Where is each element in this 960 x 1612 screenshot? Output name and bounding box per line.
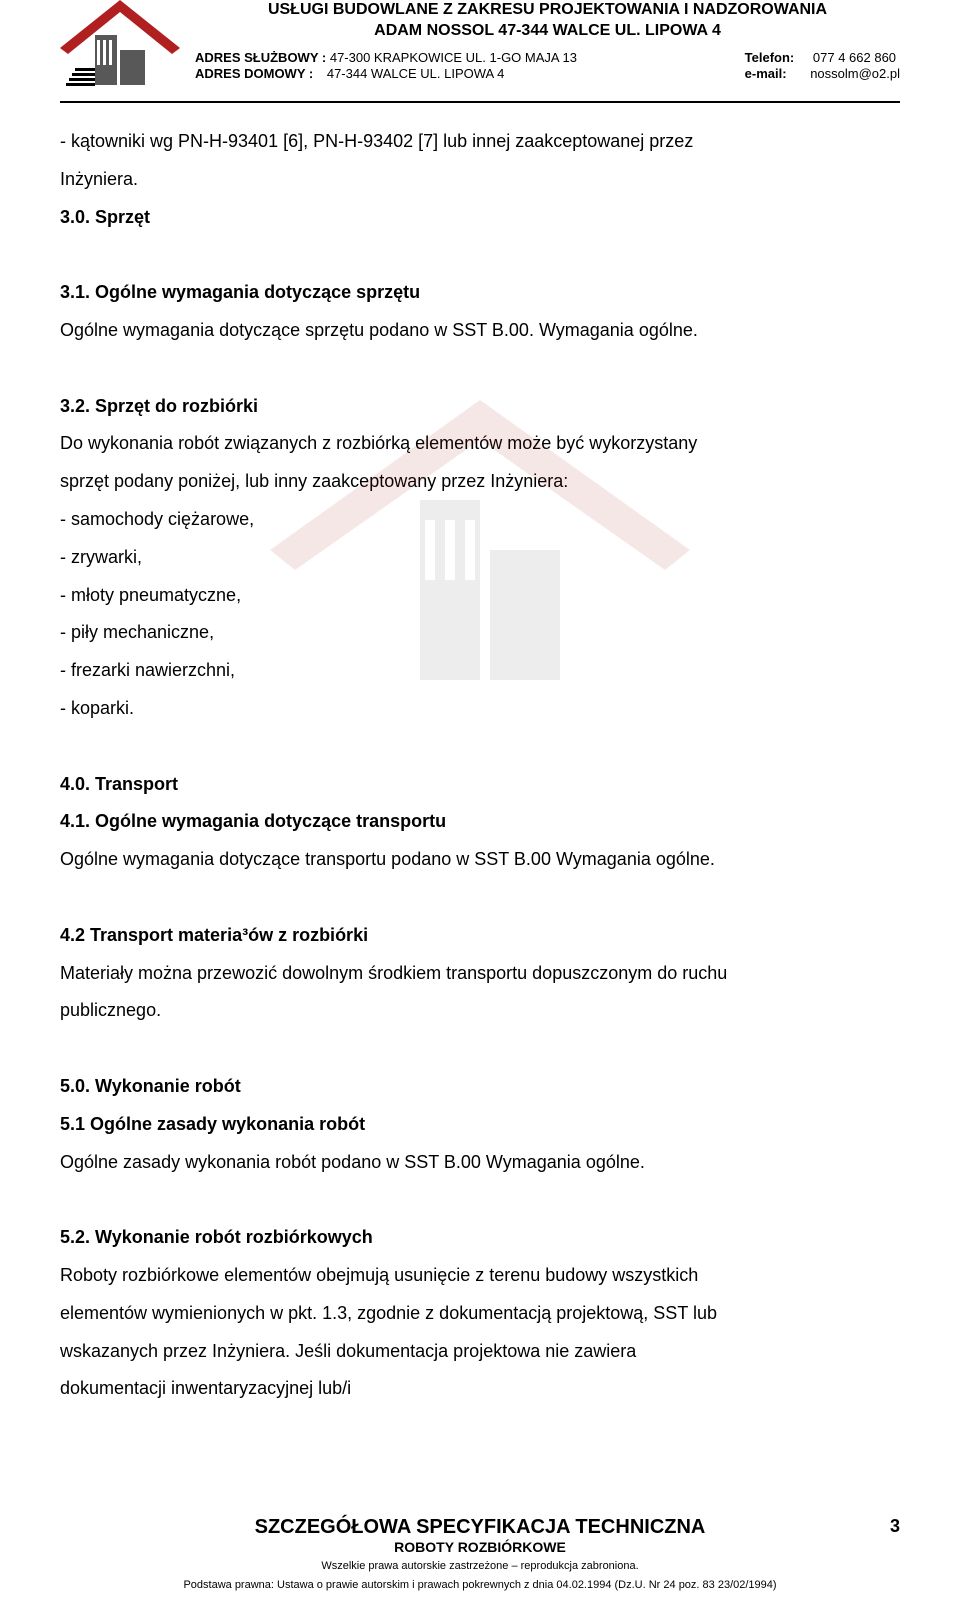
text-line: wskazanych przez Inżyniera. Jeśli dokume…: [60, 1333, 900, 1371]
email-value: nossolm@o2.pl: [810, 66, 900, 81]
office-address: 47-300 KRAPKOWICE UL. 1-GO MAJA 13: [330, 50, 577, 65]
section-heading: 3.1. Ogólne wymagania dotyczące sprzętu: [60, 274, 900, 312]
text-line: Do wykonania robót związanych z rozbiórk…: [60, 425, 900, 463]
footer-legal-line2: Podstawa prawna: Ustawa o prawie autorsk…: [0, 1578, 960, 1592]
telephone-label: Telefon:: [745, 50, 795, 65]
footer-subtitle: ROBOTY ROZBIÓRKOWE: [0, 1539, 960, 1555]
text-line: elementów wymienionych w pkt. 1.3, zgodn…: [60, 1295, 900, 1333]
list-item: - samochody ciężarowe,: [60, 501, 900, 539]
text-line: Roboty rozbiórkowe elementów obejmują us…: [60, 1257, 900, 1295]
section-heading: 4.2 Transport materia³ów z rozbiórki: [60, 917, 900, 955]
header: USŁUGI BUDOWLANE Z ZAKRESU PROJEKTOWANIA…: [60, 0, 900, 103]
text-line: Ogólne wymagania dotyczące sprzętu podan…: [60, 312, 900, 350]
text-line: Materiały można przewozić dowolnym środk…: [60, 955, 900, 993]
header-text: USŁUGI BUDOWLANE Z ZAKRESU PROJEKTOWANIA…: [195, 0, 900, 83]
section-heading: 3.2. Sprzęt do rozbiórki: [60, 388, 900, 426]
text-line: sprzęt podany poniżej, lub inny zaakcept…: [60, 463, 900, 501]
section-heading: 4.1. Ogólne wymagania dotyczące transpor…: [60, 803, 900, 841]
home-address: 47-344 WALCE UL. LIPOWA 4: [327, 66, 505, 81]
telephone-value: 077 4 662 860: [813, 50, 896, 65]
office-address-label: ADRES SŁUŻBOWY :: [195, 50, 326, 65]
section-heading: 5.2. Wykonanie robót rozbiórkowych: [60, 1219, 900, 1257]
section-heading: 3.0. Sprzęt: [60, 199, 900, 237]
document-body: - kątowniki wg PN-H-93401 [6], PN-H-9340…: [60, 123, 900, 1408]
section-heading: 4.0. Transport: [60, 766, 900, 804]
list-item: - frezarki nawierzchni,: [60, 652, 900, 690]
text-line: Inżyniera.: [60, 161, 900, 199]
text-line: - kątowniki wg PN-H-93401 [6], PN-H-9340…: [60, 123, 900, 161]
company-name-line2: ADAM NOSSOL 47-344 WALCE UL. LIPOWA 4: [195, 21, 900, 42]
email-label: e-mail:: [745, 66, 787, 81]
footer: SZCZEGÓŁOWA SPECYFIKACJA TECHNICZNA ROBO…: [0, 1516, 960, 1592]
text-line: Ogólne wymagania dotyczące transportu po…: [60, 841, 900, 879]
footer-title: SZCZEGÓŁOWA SPECYFIKACJA TECHNICZNA: [0, 1516, 960, 1539]
footer-legal-line1: Wszelkie prawa autorskie zastrzeżone – r…: [0, 1559, 960, 1573]
list-item: - koparki.: [60, 690, 900, 728]
address-block: ADRES SŁUŻBOWY : 47-300 KRAPKOWICE UL. 1…: [195, 50, 900, 84]
text-line: dokumentacji inwentaryzacyjnej lub/i: [60, 1370, 900, 1408]
section-heading: 5.0. Wykonanie robót: [60, 1068, 900, 1106]
list-item: - zrywarki,: [60, 539, 900, 577]
list-item: - młoty pneumatyczne,: [60, 577, 900, 615]
text-line: Ogólne zasady wykonania robót podano w S…: [60, 1144, 900, 1182]
text-line: publicznego.: [60, 992, 900, 1030]
address-left: ADRES SŁUŻBOWY : 47-300 KRAPKOWICE UL. 1…: [195, 50, 745, 84]
company-logo-icon: [60, 0, 180, 95]
section-heading: 5.1 Ogólne zasady wykonania robót: [60, 1106, 900, 1144]
company-name-line1: USŁUGI BUDOWLANE Z ZAKRESU PROJEKTOWANIA…: [195, 0, 900, 21]
list-item: - piły mechaniczne,: [60, 614, 900, 652]
contact-right: Telefon: 077 4 662 860 e-mail: nossolm@o…: [745, 50, 900, 84]
page: USŁUGI BUDOWLANE Z ZAKRESU PROJEKTOWANIA…: [0, 0, 960, 1612]
home-address-label: ADRES DOMOWY :: [195, 66, 313, 81]
